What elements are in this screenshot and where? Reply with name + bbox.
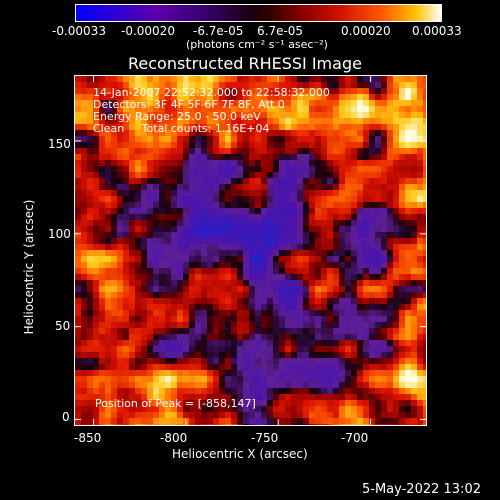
x-tick-label: -750 [251, 431, 279, 445]
image-map [74, 75, 427, 426]
colorbar-tick-label: 0.00033 [412, 24, 462, 38]
colorbar-tick-label: 6.7e-05 [257, 24, 304, 38]
colorbar-tick-label: -0.00020 [121, 24, 175, 38]
colorbar [75, 4, 442, 22]
colorbar-tick-label: 0.00020 [341, 24, 391, 38]
footer-timestamp: 5-May-2022 13:02 [362, 482, 481, 497]
x-tick-label: -700 [341, 431, 369, 445]
info-peak-position: Position of Peak = [-858,147] [95, 397, 256, 410]
axis-ticks [75, 76, 426, 425]
y-tick-label: 50 [55, 319, 71, 333]
image-map-canvas [75, 76, 426, 425]
y-tick-label: 0 [62, 410, 70, 424]
x-axis-label: Heliocentric X (arcsec) [172, 447, 308, 461]
x-tick-label: -850 [74, 431, 102, 445]
colorbar-tick-label: -6.7e-05 [193, 24, 244, 38]
info-clean-counts: Clean Total counts: 1.16E+04 [93, 122, 270, 135]
y-tick-label: 100 [48, 227, 71, 241]
colorbar-tick-label: -0.00033 [52, 24, 106, 38]
info-detectors: Detectors: 3F 4F 5F 6F 7F 8F, Att 0 [93, 98, 285, 111]
colorbar-units: (photons cm⁻² s⁻¹ asec⁻²) [186, 38, 328, 51]
info-energy-range: Energy Range: 25.0 - 50.0 keV [93, 110, 261, 123]
x-tick-label: -800 [160, 431, 188, 445]
info-time-range: 14-Jan-2007 22:52:32.000 to 22:58:32.000 [93, 86, 330, 99]
y-axis-label: Heliocentric Y (arcsec) [22, 199, 36, 335]
plot-title: Reconstructed RHESSI Image [128, 54, 362, 73]
y-tick-label: 150 [48, 137, 71, 151]
